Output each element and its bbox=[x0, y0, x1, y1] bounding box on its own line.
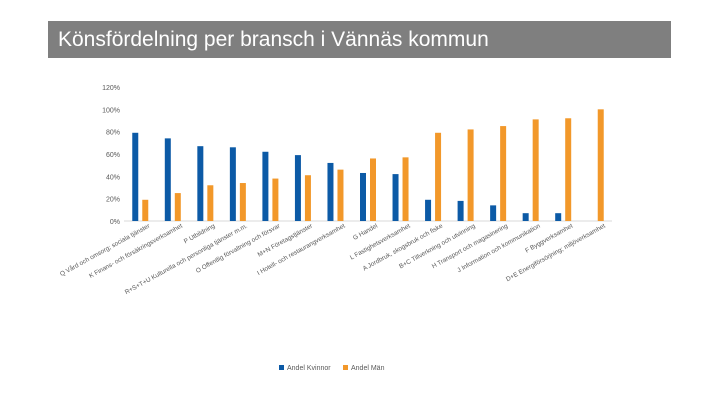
y-tick-label: 60% bbox=[106, 152, 120, 159]
legend-swatch bbox=[279, 365, 284, 370]
bar-man bbox=[435, 132, 442, 221]
bar-man bbox=[565, 118, 572, 221]
bar-kvinnor bbox=[522, 213, 529, 221]
y-tick-label: 100% bbox=[102, 107, 120, 114]
bar-man bbox=[174, 193, 181, 221]
bar-kvinnor bbox=[262, 151, 269, 221]
bar-man bbox=[272, 178, 279, 221]
legend-swatch bbox=[343, 365, 348, 370]
legend-label: Andel Män bbox=[351, 365, 385, 372]
bar-kvinnor bbox=[360, 172, 366, 221]
x-tick-label: M+N Företagstjänster bbox=[257, 222, 315, 258]
bar-kvinnor bbox=[392, 174, 399, 221]
bar-kvinnor bbox=[555, 213, 562, 221]
bar-kvinnor bbox=[229, 147, 236, 221]
y-tick-label: 0% bbox=[110, 219, 120, 226]
y-tick-label: 40% bbox=[106, 174, 120, 181]
bar-man bbox=[304, 175, 311, 221]
bar-man bbox=[500, 126, 507, 221]
bar-kvinnor bbox=[164, 138, 171, 221]
bar-kvinnor bbox=[457, 200, 464, 221]
y-tick-label: 20% bbox=[106, 197, 120, 204]
bar-man bbox=[370, 158, 376, 221]
legend-label: Andel Kvinnor bbox=[287, 365, 331, 372]
bar-man bbox=[337, 169, 344, 221]
y-tick-label: 80% bbox=[106, 130, 120, 137]
bar-kvinnor bbox=[294, 155, 301, 221]
bar-kvinnor bbox=[197, 146, 204, 221]
bar-kvinnor bbox=[425, 199, 432, 221]
bar-kvinnor bbox=[132, 132, 139, 221]
bar-man bbox=[142, 199, 149, 221]
bar-man bbox=[467, 129, 474, 221]
bar-man bbox=[207, 185, 214, 221]
bar-man bbox=[239, 183, 246, 221]
bar-kvinnor bbox=[327, 162, 334, 221]
x-tick-label: R+S+T+U Kulturella och personliga tjänst… bbox=[124, 223, 249, 297]
bar-man bbox=[402, 157, 409, 221]
y-tick-label: 120% bbox=[102, 85, 120, 92]
bar-man bbox=[597, 109, 604, 221]
slide-title: Könsfördelning per bransch i Vännäs komm… bbox=[58, 28, 489, 51]
bar-kvinnor bbox=[490, 205, 497, 221]
x-tick-label: G Handel bbox=[352, 223, 379, 242]
bar-man bbox=[532, 119, 539, 221]
title-bar: Könsfördelning per bransch i Vännäs komm… bbox=[48, 21, 671, 58]
